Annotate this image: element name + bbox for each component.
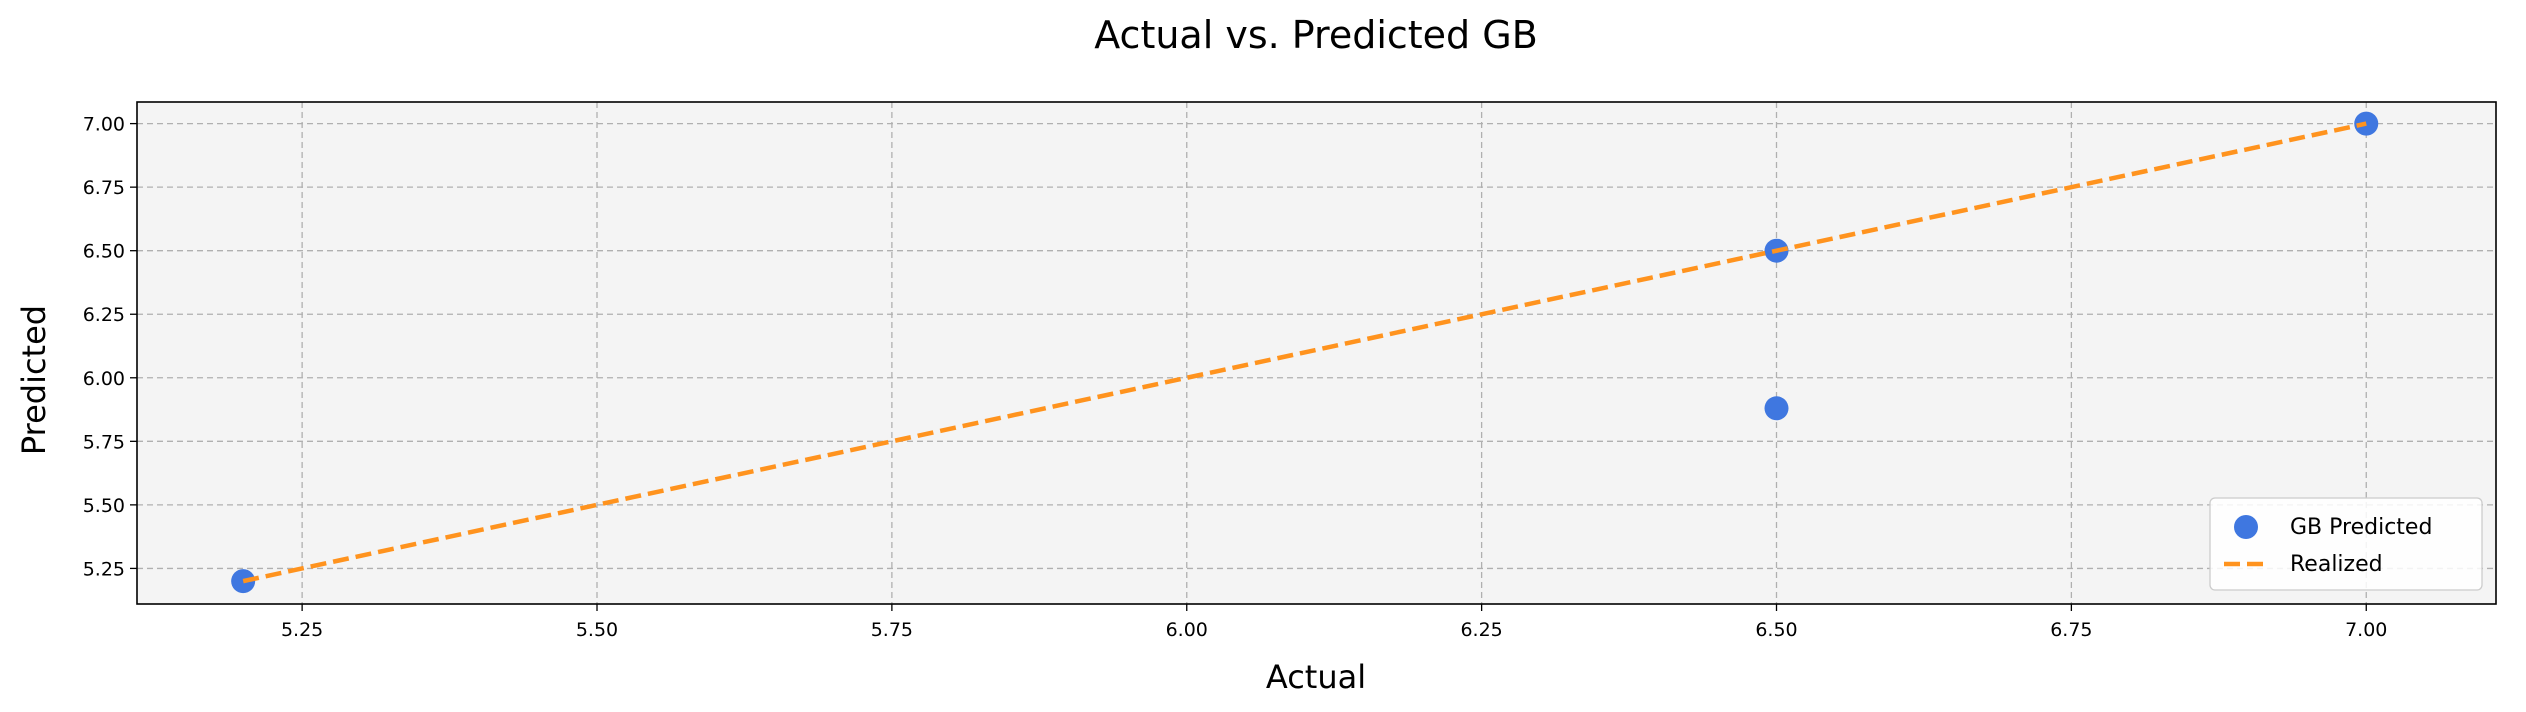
- y-tick-label: 6.50: [83, 241, 125, 263]
- plot-background: [137, 102, 2496, 604]
- scatter-point: [1764, 396, 1789, 421]
- legend: GB Predicted Realized: [2209, 497, 2483, 591]
- y-tick-label: 7.00: [83, 114, 125, 136]
- y-tick-label: 5.50: [83, 495, 125, 517]
- x-tick-label: 5.50: [576, 619, 618, 641]
- legend-label-gb-predicted: GB Predicted: [2290, 515, 2432, 540]
- legend-label-realized: Realized: [2290, 552, 2383, 577]
- x-tick-label: 6.25: [1460, 619, 1502, 641]
- y-tick-label: 5.25: [83, 558, 125, 580]
- y-tick-label: 5.75: [83, 431, 125, 453]
- x-axis-label: Actual: [1266, 658, 1366, 696]
- plot-frame: [136, 101, 2497, 605]
- chart-title: Actual vs. Predicted GB: [1094, 13, 1538, 57]
- legend-box: [2209, 497, 2483, 591]
- x-tick-label: 6.75: [2050, 619, 2092, 641]
- y-tick-label: 6.25: [83, 304, 125, 326]
- y-axis-label: Predicted: [15, 305, 53, 455]
- x-tick-label: 5.75: [871, 619, 913, 641]
- x-tick-label: 5.25: [281, 619, 323, 641]
- x-tick-label: 7.00: [2345, 619, 2387, 641]
- y-tick-label: 6.75: [83, 177, 125, 199]
- realized-line: [242, 121, 2367, 584]
- x-tick-label: 6.00: [1166, 619, 1208, 641]
- legend-marker-gb-predicted: [2234, 515, 2258, 539]
- y-tick-label: 6.00: [83, 368, 125, 390]
- plot-area: 5.25 5.50 5.75 6.00 6.25 6.50 6.75 7.00 5.25 5.50…: [83, 101, 2497, 641]
- x-tick-label: 6.50: [1755, 619, 1797, 641]
